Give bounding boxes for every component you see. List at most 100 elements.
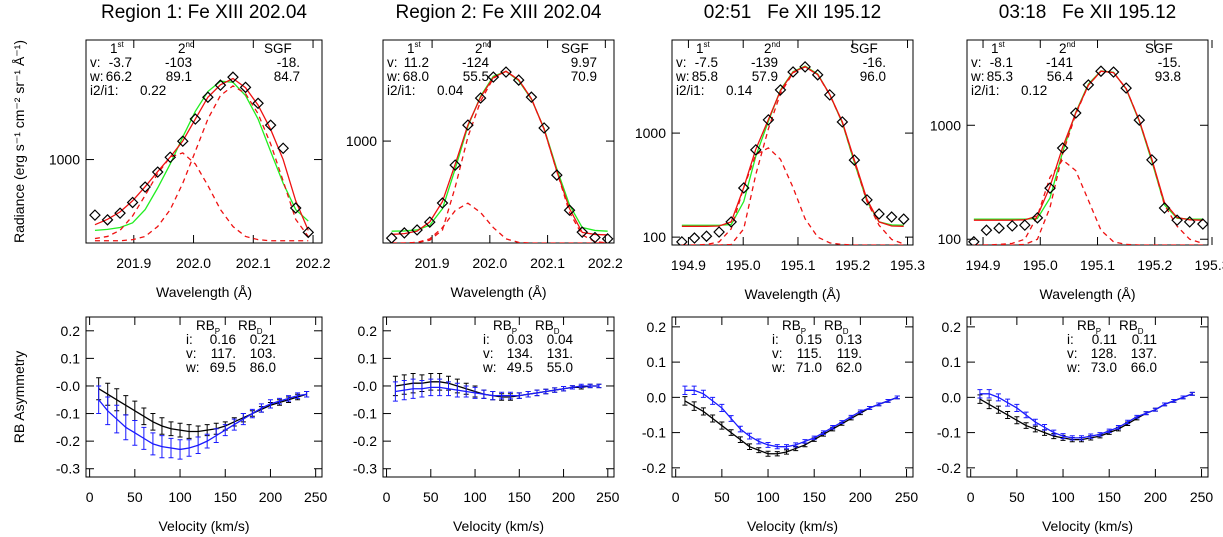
- error-bar: [783, 449, 789, 455]
- annotation-value: i2/i1:: [676, 83, 705, 98]
- error-bar: [286, 395, 292, 402]
- annotation-text: SGF: [561, 41, 589, 56]
- error-bar: [123, 395, 129, 416]
- error-bar: [719, 421, 725, 430]
- series-line: [684, 389, 898, 448]
- data-point: [202, 91, 214, 104]
- error-bar: [1069, 435, 1075, 441]
- error-bar: [1180, 395, 1186, 400]
- series-line: [98, 388, 307, 433]
- data-point: [89, 209, 101, 221]
- annotation-header: RBP: [196, 318, 220, 336]
- annotation-header: 1st: [991, 40, 1006, 56]
- annotation-value: 0.15: [796, 332, 822, 347]
- annotation-value: 49.5: [507, 360, 533, 375]
- annotation-script: D: [1138, 327, 1144, 336]
- annotation-value: 0.04: [547, 332, 574, 347]
- series-line: [391, 70, 608, 232]
- data-point: [436, 197, 449, 209]
- error-bar: [700, 407, 706, 416]
- annotation-value: 117.: [211, 346, 236, 361]
- error-bar: [830, 425, 836, 430]
- x-axis-label: Velocity (km/s): [158, 518, 249, 534]
- data-point: [1197, 218, 1208, 230]
- x-tick-label: 0: [86, 489, 94, 505]
- error-bar: [1125, 419, 1131, 425]
- annotation-text: RB: [238, 318, 257, 333]
- panel-title: 02:51 Fe XII 195.12: [704, 2, 881, 23]
- error-bar: [867, 406, 873, 410]
- plot-area: [682, 385, 900, 457]
- annotation-script: nd: [1067, 40, 1076, 49]
- error-bar: [481, 389, 487, 399]
- annotation-value: 86.0: [250, 360, 276, 375]
- error-bar: [1023, 422, 1029, 429]
- data-point: [762, 114, 775, 126]
- series-line: [681, 66, 904, 245]
- annotation-script: P: [215, 327, 220, 336]
- annotation-value: v:: [971, 55, 982, 70]
- x-tick-label: 194.9: [966, 257, 1001, 273]
- error-bar: [561, 386, 567, 392]
- series-line: [94, 152, 309, 242]
- data-point: [302, 226, 315, 239]
- data-point: [576, 226, 589, 239]
- x-tick-label: 195.3: [1194, 257, 1223, 273]
- x-tick-label: 100: [756, 489, 780, 505]
- annotation-value: -7.5: [695, 55, 718, 70]
- annotation-header: 2nd: [178, 40, 194, 56]
- error-bar: [700, 389, 706, 398]
- data-point: [980, 224, 993, 237]
- y-tick-label: -0.2: [56, 433, 80, 449]
- error-bar: [774, 451, 780, 457]
- annotation-text: 1: [407, 41, 415, 56]
- data-point: [239, 81, 252, 94]
- y-tick-label: 1000: [49, 152, 80, 168]
- annotation-script: nd: [772, 40, 781, 49]
- plot-frame: [966, 316, 1209, 478]
- error-bar: [304, 390, 310, 398]
- annotation-value: i2/i1:: [90, 83, 119, 98]
- y-tick-label: -0.0: [353, 378, 377, 394]
- x-tick-label: 195.1: [780, 257, 815, 273]
- x-tick-label: 0: [383, 489, 391, 505]
- x-tick-label: 202.0: [472, 255, 507, 271]
- error-bar: [587, 383, 593, 389]
- annotation-value: v:: [772, 346, 783, 361]
- error-bar: [141, 426, 147, 450]
- y-tick-label: 0.2: [61, 323, 81, 339]
- data-point: [774, 84, 787, 96]
- annotation-script: st: [704, 40, 711, 49]
- error-bar: [820, 430, 826, 435]
- x-tick-label: 100: [463, 489, 487, 505]
- data-point: [1082, 79, 1095, 91]
- data-point: [214, 79, 227, 91]
- error-bar: [719, 403, 725, 412]
- annotation-header: RBD: [824, 318, 849, 336]
- y-axis-label: Radiance (erg s⁻¹ cm⁻² sr⁻¹ Å⁻¹): [11, 40, 27, 243]
- error-bar: [277, 397, 283, 405]
- error-bar: [885, 398, 891, 403]
- data-point: [885, 211, 898, 223]
- x-tick-label: 200: [552, 489, 576, 505]
- y-tick-label: -0.2: [642, 460, 666, 476]
- annotation-value: 55.5: [463, 69, 489, 84]
- annotation-text: 1: [991, 41, 999, 56]
- annotation-text: 2: [178, 41, 186, 56]
- x-axis-label: Wavelength (Å): [156, 284, 252, 300]
- error-bar: [995, 405, 1001, 414]
- error-bar: [793, 442, 799, 448]
- annotation-value: i:: [772, 332, 779, 347]
- annotation-text: RB: [782, 318, 801, 333]
- error-bar: [747, 432, 753, 440]
- y-tick-label: 100: [643, 229, 667, 245]
- annotation-header: 2nd: [1059, 40, 1075, 56]
- series-line: [395, 385, 599, 397]
- error-bar: [159, 435, 165, 459]
- error-bar: [150, 413, 156, 431]
- data-point: [589, 231, 601, 243]
- data-point: [151, 166, 164, 178]
